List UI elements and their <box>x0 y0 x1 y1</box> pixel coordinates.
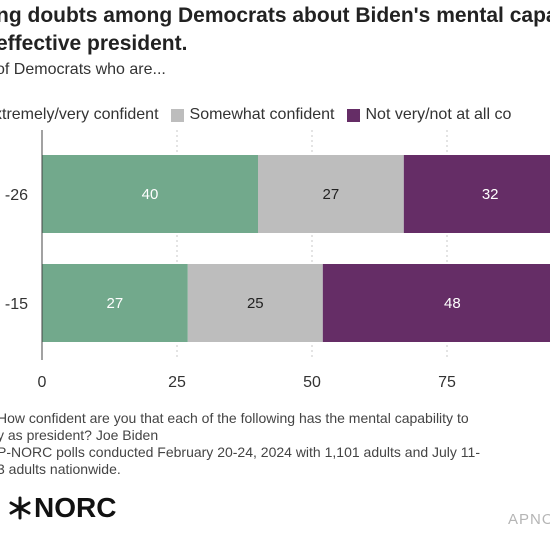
category-label-1: -15 <box>5 296 28 313</box>
footnote-source-line-1: P-NORC polls conducted February 20-24, 2… <box>0 444 481 460</box>
data-label-26-2: 32 <box>482 186 499 203</box>
bar-segment-26-1 <box>258 155 404 233</box>
data-label-15-1: 25 <box>247 295 264 312</box>
chart-title-line-2: effective president. <box>0 32 188 55</box>
chart-footnote: How confident are you that each of the f… <box>0 410 550 478</box>
chart-legend: xtremely/very confident Somewhat confide… <box>0 104 523 126</box>
legend-item-somewhat: Somewhat confident <box>170 106 335 124</box>
credit-label: APNO <box>508 511 550 528</box>
bar-segment-15-1 <box>187 264 323 342</box>
chart-title: ng doubts among Democrats about Biden's … <box>0 2 550 58</box>
chart-subtitle: of Democrats who are... <box>0 61 166 78</box>
footnote-question-line-2: y as president? Joe Biden <box>0 427 159 443</box>
x-tick-label-50: 50 <box>303 374 321 391</box>
x-tick-label-25: 25 <box>168 374 186 391</box>
bar-segment-15-0 <box>42 264 188 342</box>
data-label-26-0: 40 <box>142 186 159 203</box>
legend-swatch-not-confident <box>346 108 360 122</box>
footnote-source-line-2: 3 adults nationwide. <box>0 461 121 477</box>
category-label-0: -26 <box>5 187 28 204</box>
legend-label-not-confident: Not very/not at all co <box>365 106 512 123</box>
norc-logo: NORC <box>8 491 116 525</box>
legend-label-somewhat: Somewhat confident <box>189 106 335 123</box>
legend-item-confident: xtremely/very confident <box>0 106 159 124</box>
data-label-15-0: 27 <box>107 295 124 312</box>
footnote-question-line-1: How confident are you that each of the f… <box>0 410 469 426</box>
legend-swatch-somewhat <box>170 108 184 122</box>
bar-segment-15-2 <box>322 264 550 342</box>
legend-label-confident: xtremely/very confident <box>0 106 159 123</box>
norc-logo-text: NORC <box>34 492 117 523</box>
x-tick-label-75: 75 <box>438 374 456 391</box>
x-tick-label-0: 0 <box>38 374 47 391</box>
data-label-26-1: 27 <box>323 186 340 203</box>
chart-title-line-1: ng doubts among Democrats about Biden's … <box>0 4 550 27</box>
data-label-15-2: 48 <box>444 295 461 312</box>
stacked-bar-chart: 40 27 32 -26 27 25 48 -15 0 25 50 75 <box>5 130 550 391</box>
bar-segment-26-2 <box>403 155 550 233</box>
legend-item-not-confident: Not very/not at all co <box>346 106 512 124</box>
bar-segment-26-0 <box>42 155 258 233</box>
norc-logo-icon <box>9 496 31 520</box>
